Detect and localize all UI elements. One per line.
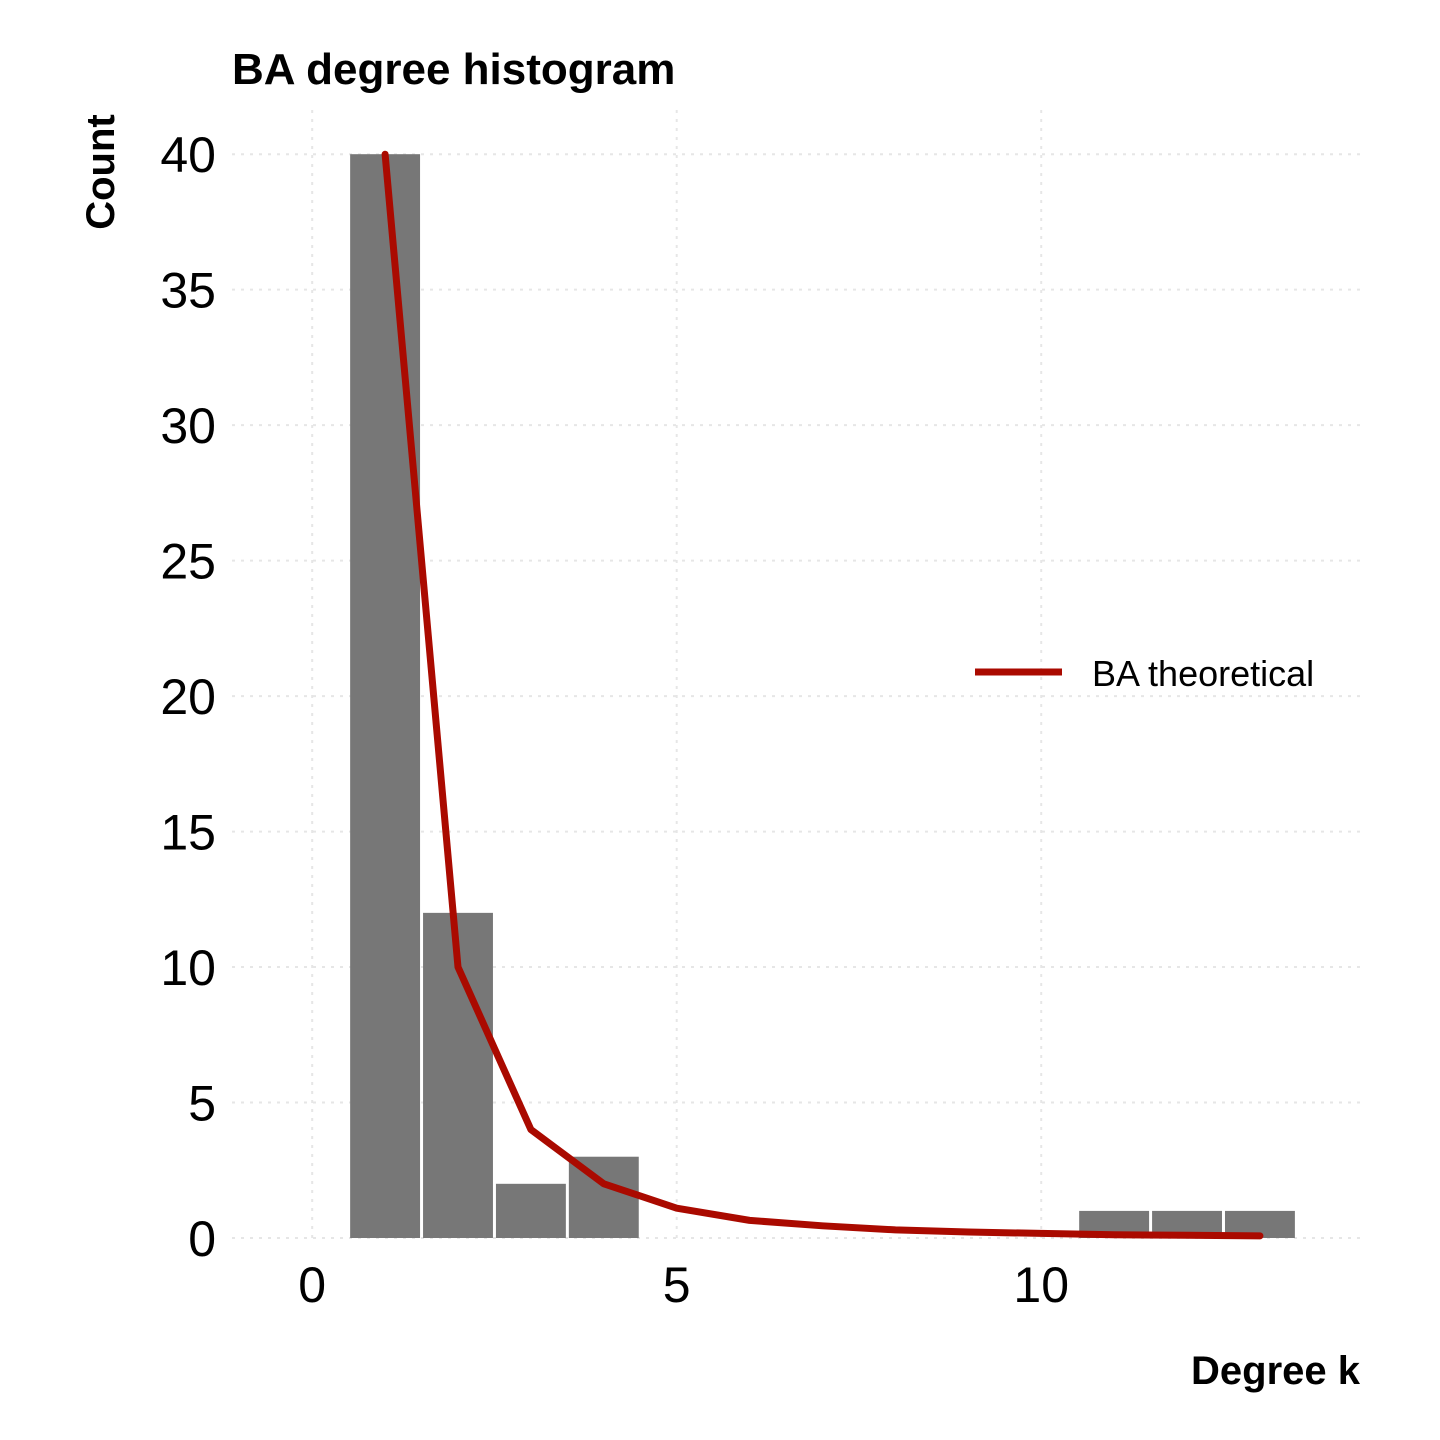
y-tick-label: 0 — [188, 1211, 216, 1267]
y-tick-label: 15 — [160, 805, 216, 861]
y-tick-label: 40 — [160, 127, 216, 183]
legend: BA theoretical — [975, 653, 1314, 694]
y-tick-label: 10 — [160, 940, 216, 996]
y-axis-ticks: 0 5 10 15 20 25 30 35 40 — [160, 127, 216, 1267]
chart-title: BA degree histogram — [232, 45, 675, 94]
histogram-bars — [350, 154, 1295, 1239]
y-tick-label: 5 — [188, 1076, 216, 1132]
x-axis-ticks: 0 5 10 — [298, 1257, 1069, 1313]
legend-entry-ba-theoretical: BA theoretical — [1092, 653, 1314, 694]
x-axis-title: Degree k — [1191, 1349, 1361, 1393]
x-tick-label: 10 — [1013, 1257, 1069, 1313]
x-tick-label: 5 — [663, 1257, 691, 1313]
theoretical-line-layer — [381, 150, 1264, 1240]
y-axis-title: Count — [79, 114, 123, 230]
x-tick-label: 0 — [298, 1257, 326, 1313]
y-tick-label: 35 — [160, 263, 216, 319]
y-tick-label: 25 — [160, 534, 216, 590]
series-line-ba-theoretical — [381, 150, 1264, 1240]
y-tick-label: 20 — [160, 669, 216, 725]
y-tick-label: 30 — [160, 398, 216, 454]
histogram-bar — [350, 154, 421, 1239]
histogram-bar — [495, 1183, 566, 1238]
